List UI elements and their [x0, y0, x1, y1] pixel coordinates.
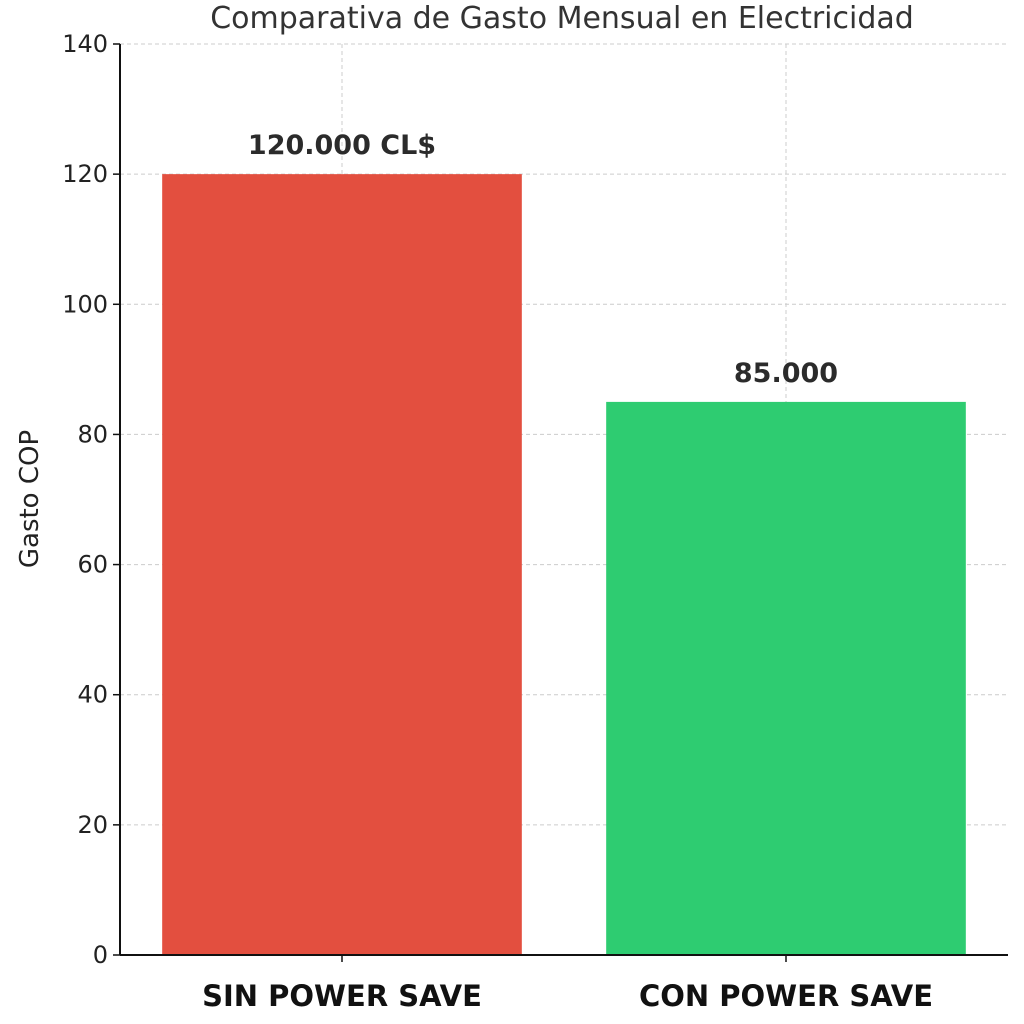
y-tick-label: 80	[77, 420, 108, 448]
bars	[162, 174, 966, 956]
y-tick-label: 120	[62, 160, 108, 188]
y-tick-label: 60	[77, 551, 108, 579]
chart-title: Comparativa de Gasto Mensual en Electric…	[210, 1, 914, 36]
y-tick-label: 140	[62, 30, 108, 58]
axes	[113, 43, 1008, 962]
data-label: 120.000 CL$	[248, 130, 436, 161]
y-axis-label: Gasto COP	[15, 430, 45, 568]
bar-1	[162, 174, 522, 956]
x-tick-label: CON POWER SAVE	[639, 979, 933, 1013]
bar-2	[606, 401, 966, 956]
y-tick-label: 20	[77, 811, 108, 839]
y-tick-label: 40	[77, 681, 108, 709]
x-tick-label: SIN POWER SAVE	[202, 979, 482, 1013]
data-label: 85.000	[734, 358, 838, 389]
y-tick-label: 0	[93, 941, 108, 969]
labels: 0 20 40 60 80 100 120 140 SIN POWER SAVE 120.000 …	[62, 30, 933, 1013]
y-tick-label: 100	[62, 290, 108, 318]
